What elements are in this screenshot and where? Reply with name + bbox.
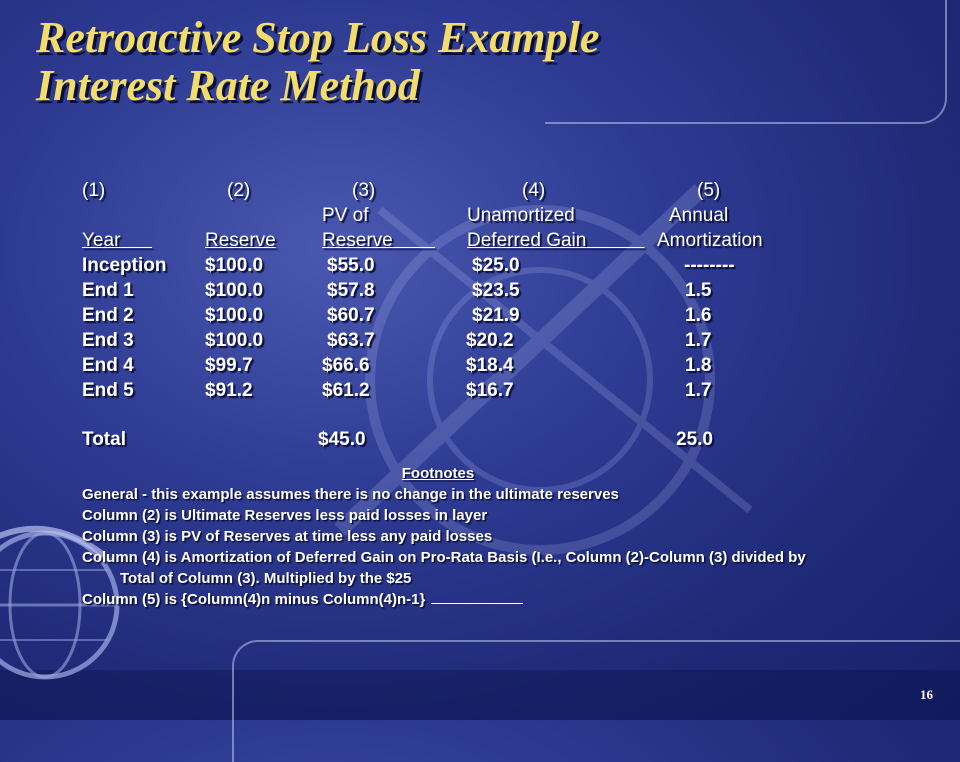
decorative-frame-top — [545, 0, 947, 124]
column-number-4: (4) — [522, 180, 546, 201]
header-deferred-gain: Deferred Gain — [467, 230, 587, 251]
header-reserve: Reserve — [205, 230, 276, 251]
cell-pv-reserve: $61.2 — [322, 380, 370, 401]
cell-year: Inception — [82, 255, 167, 276]
cell-year: End 5 — [82, 380, 134, 401]
title-line-1: Retroactive Stop Loss Example — [36, 13, 600, 62]
cell-year: End 3 — [82, 330, 134, 351]
cell-pv-reserve: $57.8 — [327, 280, 375, 301]
header-reserve-pv: Reserve — [322, 230, 393, 251]
cell-amortization: 1.7 — [685, 330, 712, 351]
header-year: Year — [82, 230, 121, 251]
footer-band — [0, 670, 960, 720]
table-row: End 3 $100.0 $63.7 $20.2 1.7 — [82, 328, 802, 353]
header-unamortized: Unamortized — [467, 205, 575, 226]
cell-amortization: 1.8 — [685, 355, 712, 376]
total-row: Total $45.0 25.0 — [82, 427, 802, 452]
cell-deferred-gain: $23.5 — [472, 280, 520, 301]
cell-year: End 2 — [82, 305, 134, 326]
table-row: End 4 $99.7 $66.6 $18.4 1.8 — [82, 353, 802, 378]
cell-deferred-gain: $16.7 — [466, 380, 514, 401]
table-row: End 1 $100.0 $57.8 $23.5 1.5 — [82, 278, 802, 303]
footnote-line-with-blank: Column (5) is {Column(4)n minus Column(4… — [82, 589, 882, 610]
cell-reserve: $99.7 — [205, 355, 253, 376]
page-number: 16 — [920, 687, 933, 702]
footnote-line: Column (2) is Ultimate Reserves less pai… — [82, 507, 488, 524]
cell-deferred-gain: $25.0 — [472, 255, 520, 276]
total-label: Total — [82, 429, 126, 450]
header-row-1: PV of Unamortized Annual — [82, 203, 802, 228]
header-annual: Annual — [669, 205, 729, 226]
cell-reserve: $91.2 — [205, 380, 253, 401]
footnote-line: Column (5) is {Column(4)n minus Column(4… — [82, 591, 426, 608]
header-pv-of: PV of — [322, 205, 369, 226]
column-number-3: (3) — [352, 180, 376, 201]
header-amortization: Amortization — [657, 230, 763, 251]
footnotes: Footnotes General - this example assumes… — [82, 463, 882, 610]
column-number-row: (1) (2) (3) (4) (5) — [82, 178, 802, 203]
title-line-2: Interest Rate Method — [36, 61, 420, 110]
table-row: End 5 $91.2 $61.2 $16.7 1.7 — [82, 378, 802, 403]
header-row-2: Year Reserve Reserve Deferred Gain Amort… — [82, 228, 802, 253]
footnote-line-continued: Total of Column (3). Multiplied by the $… — [120, 570, 412, 587]
footnotes-heading: Footnotes — [401, 465, 475, 482]
cell-reserve: $100.0 — [205, 280, 264, 301]
slide-title: Retroactive Stop Loss Example Interest R… — [36, 14, 599, 110]
cell-deferred-gain: $20.2 — [466, 330, 514, 351]
column-number-2: (2) — [227, 180, 251, 201]
cell-amortization: 1.5 — [685, 280, 712, 301]
amortization-table: (1) (2) (3) (4) (5) PV of Unamortized An… — [82, 178, 802, 403]
cell-amortization: -------- — [684, 255, 735, 276]
total-pv-reserve: $45.0 — [318, 429, 366, 450]
cell-year: End 4 — [82, 355, 134, 376]
footnote-line: Column (3) is PV of Reserves at time les… — [82, 528, 493, 545]
cell-pv-reserve: $66.6 — [322, 355, 370, 376]
cell-pv-reserve: $55.0 — [327, 255, 375, 276]
cell-year: End 1 — [82, 280, 134, 301]
footnote-line: Column (4) is Amortization of Deferred G… — [82, 549, 806, 566]
blank-underline — [431, 589, 524, 604]
column-number-5: (5) — [697, 180, 721, 201]
cell-reserve: $100.0 — [205, 305, 264, 326]
cell-deferred-gain: $21.9 — [472, 305, 520, 326]
cell-reserve: $100.0 — [205, 330, 264, 351]
table-row: Inception $100.0 $55.0 $25.0 -------- — [82, 253, 802, 278]
cell-pv-reserve: $60.7 — [327, 305, 375, 326]
footnote-line: General - this example assumes there is … — [82, 486, 619, 503]
cell-amortization: 1.6 — [685, 305, 712, 326]
total-amortization: 25.0 — [676, 429, 713, 450]
cell-reserve: $100.0 — [205, 255, 264, 276]
cell-pv-reserve: $63.7 — [327, 330, 375, 351]
table-row: End 2 $100.0 $60.7 $21.9 1.6 — [82, 303, 802, 328]
cell-amortization: 1.7 — [685, 380, 712, 401]
column-number-1: (1) — [82, 180, 106, 201]
cell-deferred-gain: $18.4 — [466, 355, 514, 376]
